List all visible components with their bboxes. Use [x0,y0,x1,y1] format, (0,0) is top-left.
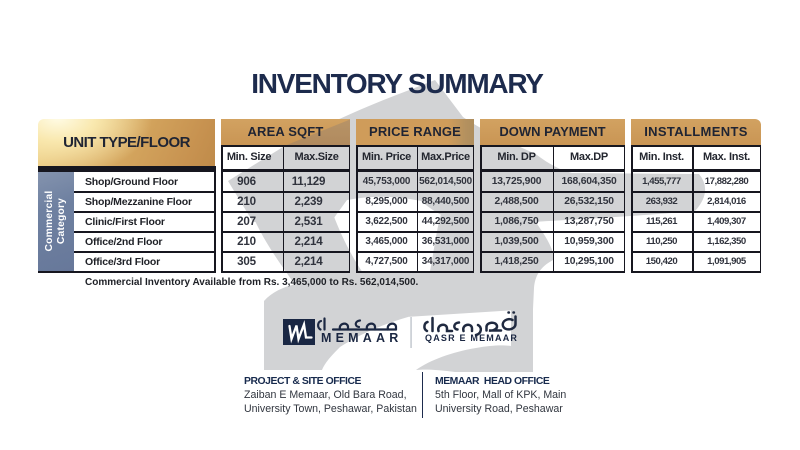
svg-text:MEMAAR: MEMAAR [321,331,402,345]
svg-text:QASR E MEMAAR: QASR E MEMAAR [425,333,518,343]
